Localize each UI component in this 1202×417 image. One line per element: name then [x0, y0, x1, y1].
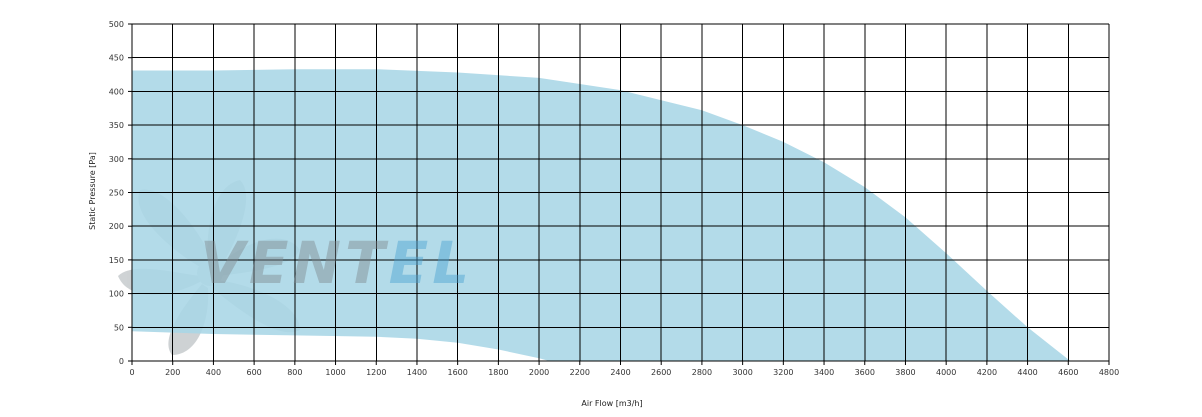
y-tick-label: 500: [109, 20, 124, 29]
y-tick-label: 0: [119, 357, 124, 366]
x-tick-label: 4200: [977, 368, 997, 377]
x-tick-label: 4400: [1017, 368, 1037, 377]
watermark-wordmark-accent: EL: [389, 229, 474, 297]
watermark-wordmark-dark: VENT: [200, 229, 389, 297]
x-tick-label: 800: [287, 368, 302, 377]
x-tick-label: 3400: [814, 368, 834, 377]
y-tick-label: 150: [109, 256, 124, 265]
x-tick-label: 2600: [651, 368, 671, 377]
x-tick-label: 600: [246, 368, 261, 377]
x-tick-label: 1600: [447, 368, 467, 377]
y-tick-label: 400: [109, 87, 124, 96]
x-tick-label: 4000: [936, 368, 956, 377]
y-tick-label: 50: [114, 323, 124, 332]
y-tick-label: 100: [109, 290, 124, 299]
x-tick-label: 2200: [570, 368, 590, 377]
x-tick-label: 4800: [1099, 368, 1119, 377]
operating-area: [132, 69, 1071, 361]
y-tick-label: 300: [109, 155, 124, 164]
x-tick-label: 200: [165, 368, 180, 377]
x-tick-label: 3200: [773, 368, 793, 377]
x-tick-label: 1400: [407, 368, 427, 377]
x-tick-label: 2000: [529, 368, 549, 377]
x-tick-label: 1200: [366, 368, 386, 377]
x-axis-title: Air Flow [m3/h]: [581, 399, 642, 408]
x-tick-label: 1800: [488, 368, 508, 377]
x-tick-label: 4600: [1058, 368, 1078, 377]
watermark-wordmark: VENTEL: [200, 229, 473, 297]
x-tick-label: 3000: [732, 368, 752, 377]
y-axis-title: Static Pressure [Pa]: [88, 152, 97, 230]
x-tick-label: 0: [129, 368, 134, 377]
x-tick-label: 400: [206, 368, 221, 377]
y-tick-label: 200: [109, 222, 124, 231]
x-tick-label: 2400: [610, 368, 630, 377]
x-tick-label: 2800: [692, 368, 712, 377]
y-tick-label: 250: [109, 189, 124, 198]
x-tick-label: 3600: [855, 368, 875, 377]
y-tick-label: 350: [109, 121, 124, 130]
x-tick-label: 1000: [325, 368, 345, 377]
x-tick-label: 3800: [895, 368, 915, 377]
y-tick-label: 450: [109, 54, 124, 63]
